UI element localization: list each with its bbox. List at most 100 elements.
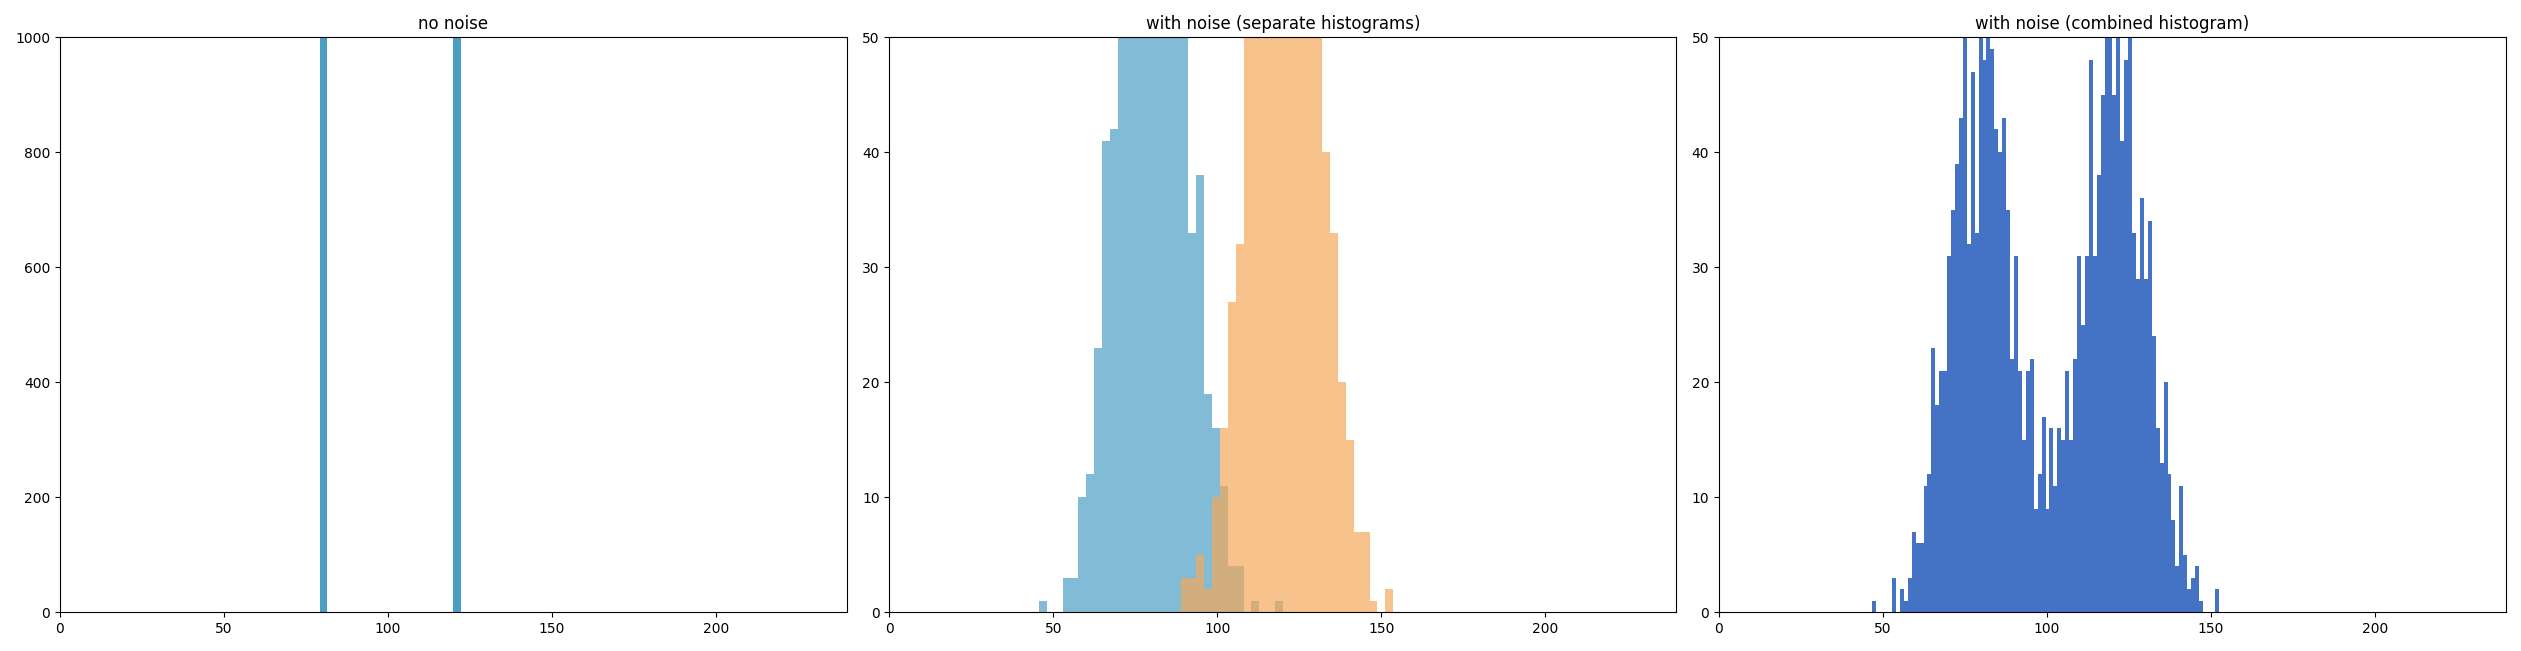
Bar (2085, 256, 2090, 613)
Bar (1250, 0, 1260, 613)
Bar (2062, 440, 2065, 613)
Bar (1939, 371, 1944, 613)
Bar (1331, 233, 1339, 613)
Bar (1087, 475, 1094, 613)
Bar (1124, 0, 1134, 613)
Bar (1384, 589, 1394, 613)
Bar (1354, 532, 1361, 613)
Bar (2163, 382, 2168, 613)
Bar (1966, 244, 1971, 613)
Bar (1946, 256, 1951, 613)
Bar (1951, 210, 1954, 613)
Bar (1165, 0, 1172, 613)
Bar (1313, 0, 1324, 613)
Bar (2017, 371, 2022, 613)
Bar (1369, 601, 1376, 613)
Bar (2007, 210, 2009, 613)
Bar (1117, 0, 1124, 613)
Bar (1187, 233, 1197, 613)
Bar (2042, 417, 2045, 613)
Bar (1235, 244, 1243, 613)
Bar (1079, 497, 1087, 613)
Bar (1992, 49, 1994, 613)
Bar (2108, 14, 2113, 613)
Bar (2080, 325, 2085, 613)
Bar (1929, 475, 1931, 613)
Bar (2092, 256, 2097, 613)
Bar (1994, 130, 1999, 613)
Bar (1094, 348, 1102, 613)
Bar (2133, 233, 2135, 613)
Bar (1954, 164, 1959, 613)
Bar (1324, 152, 1331, 613)
Bar (1999, 152, 2002, 613)
Bar (2113, 95, 2115, 613)
Bar (1306, 0, 1313, 613)
Bar (2178, 486, 2183, 613)
Bar (1142, 0, 1150, 613)
Bar (2105, 0, 2108, 613)
Bar (2014, 256, 2017, 613)
Bar (1039, 601, 1046, 613)
Bar (1971, 72, 1974, 613)
Title: with noise (separate histograms): with noise (separate histograms) (1145, 15, 1419, 33)
Bar (1187, 578, 1197, 613)
Title: no noise: no noise (418, 15, 489, 33)
Bar (1283, 0, 1291, 613)
Bar (1213, 428, 1220, 613)
Bar (2090, 61, 2092, 613)
Bar (2077, 256, 2080, 613)
Bar (1339, 382, 1346, 613)
Bar (2022, 440, 2027, 613)
Bar (2125, 61, 2128, 613)
Bar (1959, 118, 1964, 613)
Bar (1228, 302, 1235, 613)
Bar (1220, 486, 1228, 613)
Bar (1916, 544, 1918, 613)
Bar (1893, 578, 1896, 613)
Bar (1901, 589, 1903, 613)
Bar (1979, 0, 1982, 613)
Bar (1987, 0, 1992, 613)
Bar (1291, 0, 1298, 613)
Bar (320, 37, 328, 613)
Bar (1908, 578, 1911, 613)
Bar (2198, 601, 2203, 613)
Bar (2153, 337, 2155, 613)
Bar (2148, 221, 2153, 613)
Bar (2191, 578, 2196, 613)
Bar (1936, 406, 1939, 613)
Bar (2027, 371, 2029, 613)
Bar (1911, 532, 1916, 613)
Bar (1071, 578, 1079, 613)
Bar (1205, 589, 1213, 613)
Bar (2115, 37, 2120, 613)
Bar (2176, 566, 2178, 613)
Bar (1982, 61, 1987, 613)
Bar (2072, 359, 2077, 613)
Bar (2034, 509, 2037, 613)
Bar (1924, 486, 1929, 613)
Bar (454, 37, 461, 613)
Bar (2009, 359, 2014, 613)
Bar (1944, 371, 1946, 613)
Bar (1180, 37, 1187, 613)
Bar (1250, 601, 1260, 613)
Bar (1298, 0, 1306, 613)
Bar (2168, 475, 2171, 613)
Bar (2128, 3, 2133, 613)
Bar (2140, 199, 2143, 613)
Bar (2135, 279, 2140, 613)
Bar (2050, 428, 2055, 613)
Bar (1102, 141, 1109, 613)
Bar (1213, 497, 1220, 613)
Bar (2097, 175, 2100, 613)
Bar (2100, 95, 2105, 613)
Bar (1157, 0, 1165, 613)
Bar (1260, 0, 1268, 613)
Bar (1243, 3, 1250, 613)
Bar (1197, 555, 1205, 613)
Bar (1134, 0, 1142, 613)
Bar (1918, 544, 1924, 613)
Bar (2160, 463, 2163, 613)
